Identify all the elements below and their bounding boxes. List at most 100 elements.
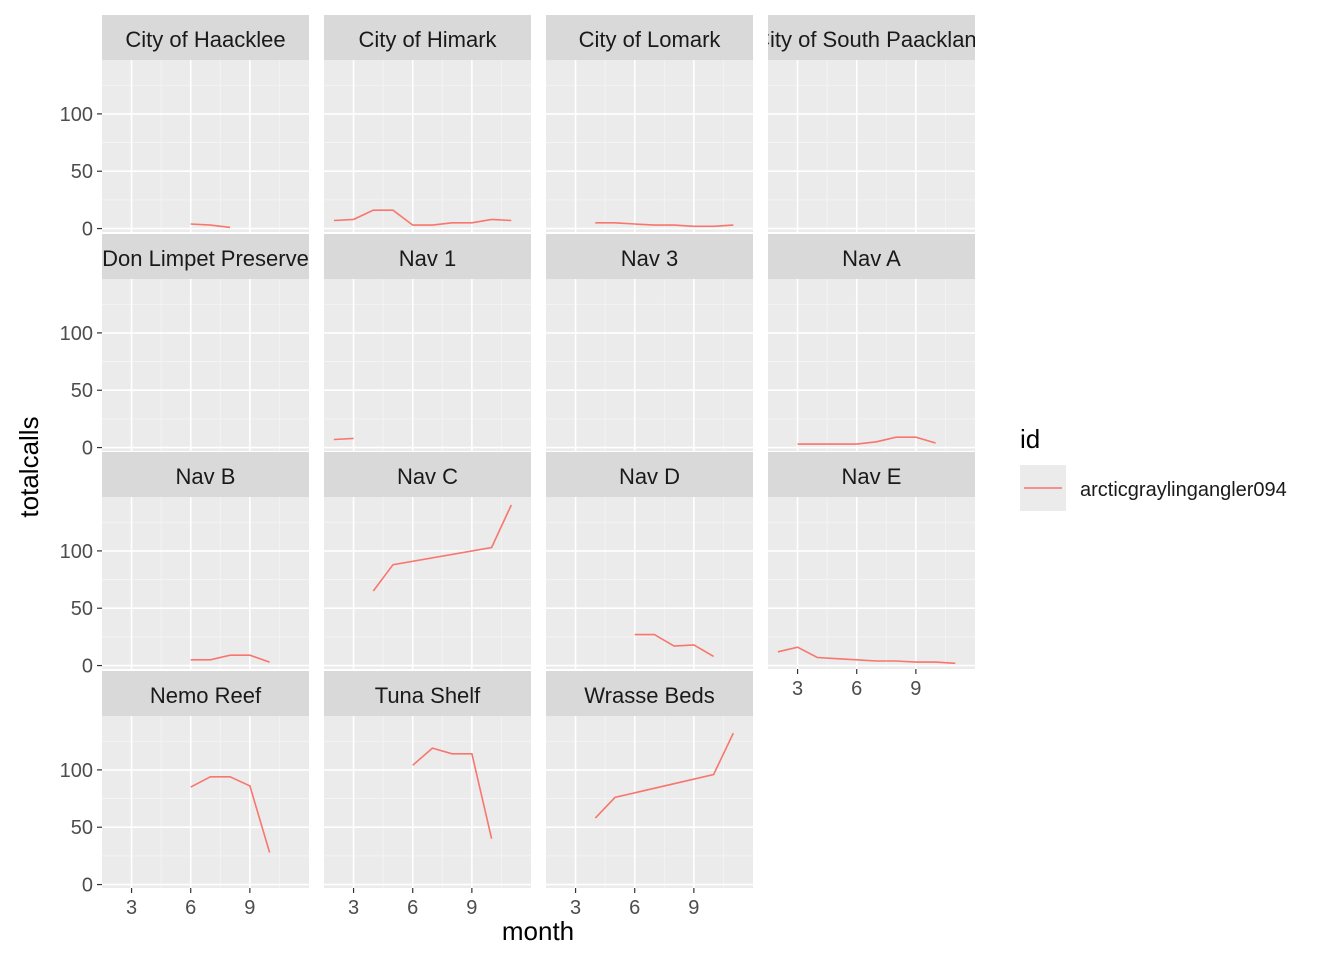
facet-panel: Don Limpet Preserve: [102, 234, 309, 451]
facet-strip-label: Tuna Shelf: [375, 683, 481, 708]
series-line: [777, 646, 956, 665]
series-line: [595, 222, 734, 228]
panel-background: [324, 60, 531, 232]
facet-panel: Nav 1: [324, 234, 531, 451]
panel-background: [768, 497, 975, 669]
panel-background: [102, 716, 309, 888]
facet-strip: [768, 15, 975, 60]
x-tick-label: 6: [185, 897, 196, 919]
facet-strip-label: Nav 3: [621, 246, 678, 271]
y-tick-label: 50: [71, 598, 93, 620]
x-tick-label: 9: [466, 897, 477, 919]
y-tick-label: 100: [60, 760, 93, 782]
facet-panel: Nemo Reef: [102, 671, 309, 888]
facet-strip-label: City of Lomark: [579, 27, 722, 52]
axes: 0 50 100 0 50 100 0 50 100 3 6 9 0 50 100 3 6 9 3 6 9 3 6 9: [60, 104, 922, 919]
facet-strip: [768, 452, 975, 497]
facet-panel: Nav B: [102, 452, 309, 669]
facet-strip: [546, 452, 753, 497]
panel-background: [324, 497, 531, 669]
facet-strip-label: City of South Paackland: [754, 27, 989, 52]
panel-background: [546, 60, 753, 232]
facet-strip: [768, 234, 975, 279]
panel-background: [546, 497, 753, 669]
x-tick-label: 9: [910, 678, 921, 700]
facet-strip-label: Nav B: [176, 464, 236, 489]
x-tick-label: 3: [570, 897, 581, 919]
facet-strip: [324, 671, 531, 716]
facet-strip-label: City of Haacklee: [125, 27, 285, 52]
x-tick-label: 3: [126, 897, 137, 919]
facet-strip: [102, 452, 309, 497]
legend: id arcticgraylingangler094: [1020, 424, 1287, 511]
y-tick-label: 0: [82, 219, 93, 241]
facet-strip-label: Wrasse Beds: [584, 683, 714, 708]
x-tick-label: 6: [407, 897, 418, 919]
y-tick-label: 100: [60, 104, 93, 126]
x-axis-title: month: [502, 916, 574, 946]
y-tick-label: 100: [60, 541, 93, 563]
panel-background: [768, 60, 975, 232]
panel-background: [768, 279, 975, 451]
facet-strip-label: Nav C: [397, 464, 458, 489]
facet-strip-label: Nemo Reef: [150, 683, 262, 708]
x-tick-label: 6: [629, 897, 640, 919]
facet-strip: [546, 671, 753, 716]
series-line: [594, 732, 735, 819]
facet-panels: City of Haacklee City of Himark City of Lo…: [102, 15, 989, 888]
facet-panel: City of South Paackland: [754, 15, 989, 232]
y-tick-label: 0: [82, 438, 93, 460]
panel-background: [324, 279, 531, 451]
facet-strip: [324, 15, 531, 60]
panel-background: [546, 716, 753, 888]
x-tick-label: 9: [244, 897, 255, 919]
series-line: [333, 437, 354, 441]
y-axis-title: totalcalls: [14, 416, 44, 517]
facet-strip-label: Nav 1: [399, 246, 456, 271]
facet-strip-label: Nav E: [842, 464, 902, 489]
facet-panel: Nav 3: [546, 234, 753, 451]
y-tick-label: 50: [71, 817, 93, 839]
panel-background: [546, 279, 753, 451]
x-tick-label: 3: [348, 897, 359, 919]
y-tick-label: 50: [71, 161, 93, 183]
facet-strip-label: Nav A: [842, 246, 901, 271]
series-line: [634, 633, 715, 658]
y-tick-label: 50: [71, 380, 93, 402]
y-tick-label: 100: [60, 323, 93, 345]
x-tick-label: 6: [851, 678, 862, 700]
facet-panel: City of Haacklee: [102, 15, 309, 232]
legend-title: id: [1020, 424, 1040, 454]
series-line: [190, 775, 271, 853]
facet-strip: [324, 234, 531, 279]
facet-panel: Nav E: [768, 452, 975, 669]
facet-strip-label: City of Himark: [358, 27, 497, 52]
facet-strip-label: Nav D: [619, 464, 680, 489]
facet-strip: [546, 234, 753, 279]
facet-panel: Nav A: [768, 234, 975, 451]
series-line: [412, 747, 493, 839]
series-line: [333, 209, 512, 226]
facet-strip-label: Don Limpet Preserve: [102, 246, 309, 271]
series-line: [190, 223, 231, 229]
panel-background: [324, 716, 531, 888]
x-tick-label: 3: [792, 678, 803, 700]
series-line: [190, 654, 270, 663]
facet-strip: [546, 15, 753, 60]
y-tick-label: 0: [82, 875, 93, 897]
panel-background: [102, 279, 309, 451]
panel-background: [102, 497, 309, 669]
y-tick-label: 0: [82, 656, 93, 678]
facet-strip: [324, 452, 531, 497]
facet-strip: [102, 234, 309, 279]
facet-panel: Wrasse Beds: [546, 671, 753, 888]
facet-strip: [102, 15, 309, 60]
facet-strip: [102, 671, 309, 716]
facet-panel: City of Lomark: [546, 15, 753, 232]
facet-panel: Nav D: [546, 452, 753, 669]
legend-label: arcticgraylingangler094: [1080, 479, 1287, 501]
panel-background: [102, 60, 309, 232]
facet-panel: Tuna Shelf: [324, 671, 531, 888]
facet-panel: City of Himark: [324, 15, 531, 232]
